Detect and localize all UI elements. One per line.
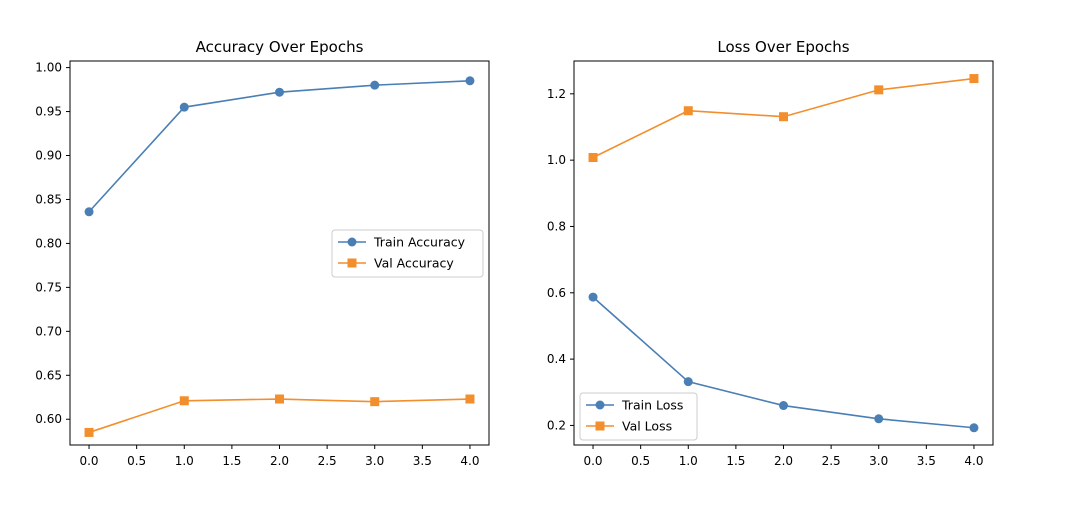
series-line — [88, 398, 470, 434]
data-point — [779, 401, 788, 411]
legend-label: Val Accuracy — [374, 256, 454, 271]
data-point — [779, 112, 788, 122]
x-tick-label: 3.0 — [365, 454, 384, 468]
legend: Train Accuracy Val Accuracy — [331, 229, 484, 278]
legend-marker — [595, 400, 605, 410]
x-tick-label: 1.0 — [175, 454, 194, 468]
x-tick-label: 3.0 — [869, 454, 888, 468]
y-tick-label: 0.4 — [547, 352, 566, 366]
x-tick-label: 1.5 — [222, 454, 241, 468]
x-tick-label: 3.5 — [917, 454, 936, 468]
data-point — [84, 207, 94, 217]
data-point — [275, 87, 284, 97]
data-point — [969, 423, 979, 433]
data-point — [370, 397, 380, 407]
x-tick-label: 4.0 — [460, 454, 479, 468]
legend-marker — [347, 237, 357, 247]
legend-marker — [347, 258, 357, 268]
y-tick-label: 0.95 — [35, 105, 62, 119]
data-point — [465, 76, 475, 86]
data-point — [370, 80, 380, 90]
legend-label: Train Accuracy — [373, 235, 466, 250]
x-tick-label: 0.5 — [631, 454, 650, 468]
y-tick-label: 0.85 — [35, 192, 62, 206]
x-tick-label: 0.5 — [127, 454, 146, 468]
y-tick-label: 0.75 — [35, 280, 62, 294]
data-point — [179, 396, 189, 406]
chart-panel-1: Loss Over Epochs 0.0 0.5 1.0 1.5 2.0 2.5 3.0 3.5… — [547, 38, 994, 468]
data-point — [874, 414, 884, 424]
y-tick-label: 0.70 — [35, 324, 62, 338]
data-point — [683, 106, 693, 116]
data-point — [683, 377, 693, 387]
y-tick-label: 1.2 — [547, 87, 566, 101]
y-tick-label: 1.0 — [547, 153, 566, 167]
x-tick-label: 1.5 — [726, 454, 745, 468]
data-point — [179, 102, 189, 112]
legend: Train Loss Val Loss — [579, 392, 698, 441]
data-point — [588, 152, 598, 162]
data-point — [275, 394, 284, 404]
x-tick-label: 1.0 — [679, 454, 698, 468]
data-point — [874, 85, 884, 95]
y-tick-label: 0.65 — [35, 368, 62, 382]
x-tick-label: 0.0 — [583, 454, 602, 468]
x-tick-label: 2.5 — [822, 454, 841, 468]
data-point — [465, 394, 475, 404]
y-tick-label: 0.8 — [547, 219, 566, 233]
series-val-loss — [588, 74, 979, 162]
data-point — [84, 427, 94, 437]
legend-marker — [595, 421, 605, 431]
x-tick-label: 2.5 — [318, 454, 337, 468]
chart-title: Accuracy Over Epochs — [196, 38, 364, 56]
series-train-loss — [588, 292, 979, 433]
data-point — [969, 74, 979, 84]
series-line — [88, 79, 470, 213]
data-point — [588, 292, 598, 302]
x-tick-label: 0.0 — [79, 454, 98, 468]
chart-title: Loss Over Epochs — [717, 38, 849, 56]
y-tick-label: 0.2 — [547, 418, 566, 432]
legend-box — [331, 229, 484, 278]
x-tick-label: 4.0 — [964, 454, 983, 468]
series-train-accuracy — [84, 76, 475, 217]
y-tick-label: 0.80 — [35, 236, 62, 250]
y-tick-label: 0.90 — [35, 149, 62, 163]
x-tick-label: 2.0 — [270, 454, 289, 468]
series-val-accuracy — [84, 394, 475, 437]
legend-label: Train Loss — [621, 398, 683, 413]
y-tick-label: 0.6 — [547, 286, 566, 300]
legend-label: Val Loss — [622, 419, 672, 434]
y-tick-label: 0.60 — [35, 412, 62, 426]
y-tick-label: 1.00 — [35, 61, 62, 75]
chart-panel-0: Accuracy Over Epochs 0.0 0.5 1.0 1.5 2.0 2.5 3.… — [35, 38, 490, 468]
x-tick-label: 2.0 — [774, 454, 793, 468]
x-tick-label: 3.5 — [413, 454, 432, 468]
